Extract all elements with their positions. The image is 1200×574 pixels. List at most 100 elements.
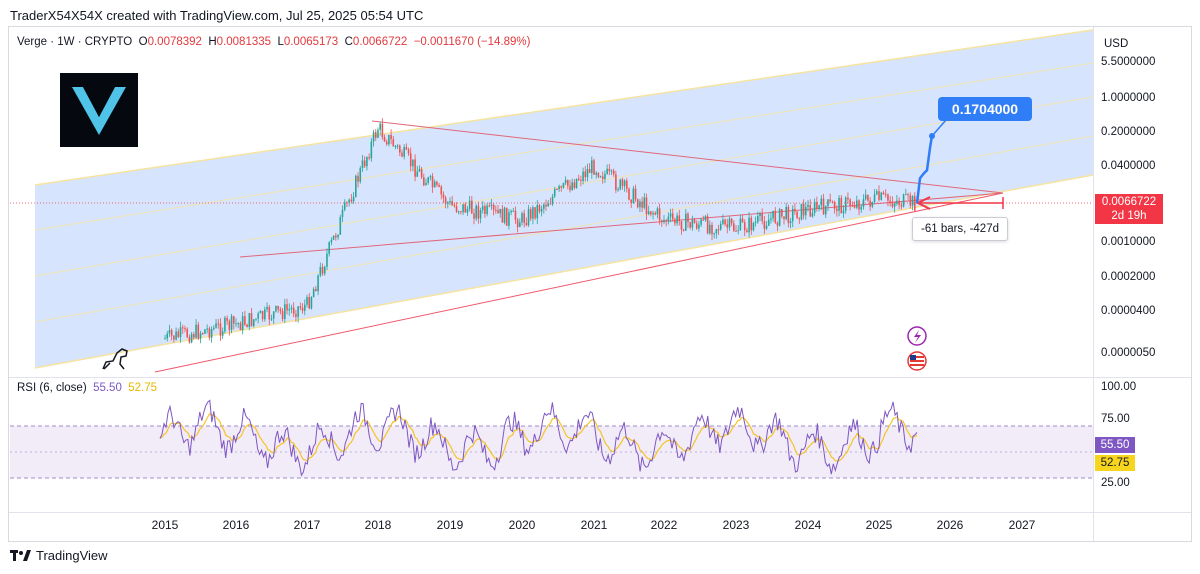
candle-body [567,179,569,186]
symbol-legend[interactable]: Verge · 1W · CRYPTO O0.0078392 H0.008133… [17,36,530,48]
candle-body [588,169,591,173]
candle-body [809,204,812,217]
candle-body [717,229,720,231]
candle-body [621,179,624,187]
candle-body [442,194,445,198]
candle-body [805,207,807,216]
candle-body [757,216,759,222]
candle-body [215,323,217,328]
candle-body [905,194,907,196]
candle-body [820,198,823,206]
price-tick: 0.0002000 [1101,271,1156,283]
candle-body [674,219,676,224]
candle-body [396,145,399,147]
candle-body [669,213,672,217]
candle-body [658,208,661,221]
candle-body [484,206,486,215]
candle-body [197,324,200,339]
candle-body [497,209,499,214]
candle-body [372,132,375,142]
open-value: 0.0078392 [147,36,202,48]
candle-body [549,203,552,205]
candle-body [582,171,584,181]
candle-body [847,197,849,200]
candle-body [878,191,880,200]
candle-body [512,210,515,212]
candle-body [900,205,903,207]
candle-body [619,179,622,190]
candle-body [858,200,860,210]
candle-body [604,173,606,179]
candle-body [173,335,175,340]
candle-body [310,297,313,309]
candle-body [864,194,867,200]
candle-body [575,178,578,189]
candle-body [763,220,766,229]
price-tick: 0.0400000 [1101,160,1156,172]
candle-body [261,311,264,320]
candle-body [715,229,718,234]
flash-event-icon[interactable] [907,326,927,346]
candle-body [468,200,471,209]
candle-body [414,159,416,177]
candle-body [425,182,427,186]
projection-connector [931,119,947,137]
candle-body [341,209,344,218]
dinosaur-icon[interactable] [102,348,128,370]
candle-body [508,212,510,226]
candle-body [488,205,491,207]
candle-body [490,204,493,206]
candle-body [851,205,854,207]
rsi-legend[interactable]: RSI (6, close) 55.50 52.75 [17,382,157,394]
time-tick: 2017 [293,518,321,532]
candle-body [798,218,801,220]
us-flag-event-icon[interactable] [907,351,927,371]
candle-body [654,212,657,215]
candle-body [776,222,779,226]
candle-body [593,160,595,175]
mid-trendline [239,192,1004,258]
candle-body [691,219,694,228]
candle-body [772,210,774,219]
candle-body [884,194,887,196]
candle-body [802,203,805,216]
channel-upper-line [34,29,1094,186]
candle-body [856,200,858,208]
time-axis-divider [9,512,1191,513]
candle-body [206,328,208,330]
candle-body [663,219,665,222]
candle-body [299,306,302,308]
candle-body [195,324,197,338]
candle-body [534,207,536,219]
target-price-callout[interactable]: 0.1704000 [938,97,1032,121]
measure-callout[interactable]: -61 bars, -427d [912,217,1008,241]
tradingview-brand[interactable]: TradingView [10,548,108,565]
channel-fill [35,30,1093,368]
candle-body [774,210,777,223]
candle-body [816,201,818,209]
price-tick: 1.0000000 [1101,92,1156,104]
channel-inner-line-1 [34,62,1094,231]
candle-body [401,152,403,157]
candle-body [641,201,643,208]
candle-body [667,216,670,222]
candle-body [807,204,809,208]
pane-divider[interactable] [9,377,1191,378]
rsi-legend-ma: 52.75 [128,382,158,394]
candle-body [869,200,871,207]
candle-body [818,205,820,209]
candle-body [170,330,173,336]
candle-body [339,217,342,235]
candle-body [199,333,202,339]
candle-body [639,201,641,208]
candle-body [741,218,744,223]
candle-body [259,311,262,314]
time-tick: 2019 [436,518,464,532]
candle-body [407,149,410,154]
candle-body [466,208,469,213]
candle-body [608,168,611,172]
currency-label[interactable]: USD [1104,38,1129,50]
candle-body [617,189,619,191]
candle-body [739,218,742,231]
